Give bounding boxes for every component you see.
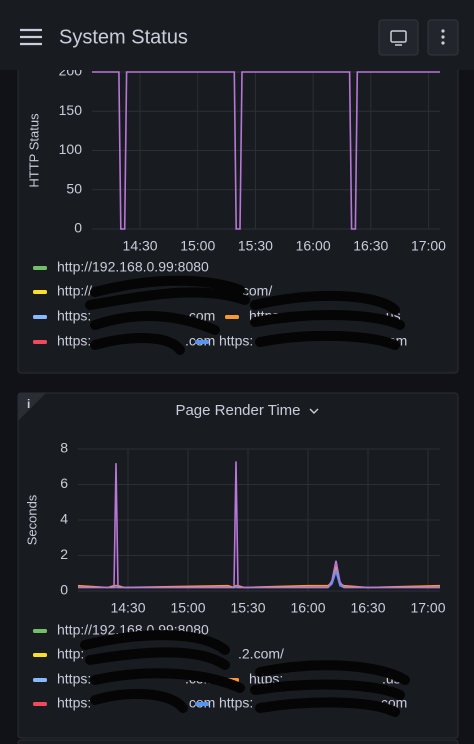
legend-label-tail: .com/ [238,283,272,299]
legend-label: https: [219,333,253,349]
info-corner [18,393,46,421]
legend-swatch [33,653,47,657]
legend-label: https: [57,308,91,324]
y-axis-label: HTTP Status [26,113,41,188]
legend-swatch [33,266,47,270]
tv-mode-button[interactable] [378,19,419,56]
x-tick-label: 15:00 [170,600,205,616]
panel [17,739,459,744]
chart-panel: 0 50 100 150 200 14:30 15:00 15:30 16:00 16:30 17:… [26,63,446,349]
legend-swatch [33,315,47,319]
info-icon[interactable]: i [27,397,30,411]
x-tick-label: 15:30 [230,600,265,616]
legend-swatch [33,629,47,633]
title-caret [309,408,319,414]
x-tick-label: 15:00 [180,238,215,254]
y-tick-label: 6 [60,475,68,491]
series-line [78,461,440,589]
legend-swatch [195,702,209,706]
x-tick-label: 17:00 [411,238,446,254]
y-tick-label: 0 [74,220,82,236]
x-tick-label: 16:00 [296,238,331,254]
legend-label: https: [57,333,91,349]
x-tick-label: 14:30 [110,600,145,616]
x-tick-label: 16:30 [353,238,388,254]
legend-label: https: [219,695,253,711]
legend-label: https: [57,671,91,687]
legend-swatch [225,315,239,319]
x-tick-label: 16:00 [290,600,325,616]
legend-label: http:// [57,283,92,299]
panel-title: Page Render Time [175,402,300,419]
legend-swatch [33,290,47,294]
redactions [80,275,410,717]
y-tick-label: 2 [60,546,68,562]
series-line [92,71,440,230]
legend-label: https: [57,695,91,711]
y-tick-label: 100 [59,141,83,157]
y-tick-label: 4 [60,511,68,527]
legend-label: http: [57,646,84,662]
tv-icon [390,30,407,43]
x-tick-label: 16:30 [350,600,385,616]
legend-label: http://192.168.0.99:8080 [57,259,209,275]
y-tick-label: 200 [59,63,83,79]
page-title: System Status [59,26,188,48]
y-tick-label: 150 [59,102,83,118]
legend-swatch [195,340,209,344]
legend-label-tail: .2.com/ [238,646,284,662]
x-tick-label: 15:30 [238,238,273,254]
x-tick-label: 17:00 [410,600,445,616]
legend-swatch [33,678,47,682]
menu-button[interactable] [20,28,42,46]
y-axis-label: Seconds [24,494,39,545]
legend-swatch [33,702,47,706]
y-tick-label: 50 [66,180,82,196]
more-icon [441,29,445,45]
legend-swatch [33,340,47,344]
x-tick-label: 14:30 [123,238,158,254]
y-tick-label: 0 [60,582,68,598]
y-tick-label: 8 [60,440,68,456]
